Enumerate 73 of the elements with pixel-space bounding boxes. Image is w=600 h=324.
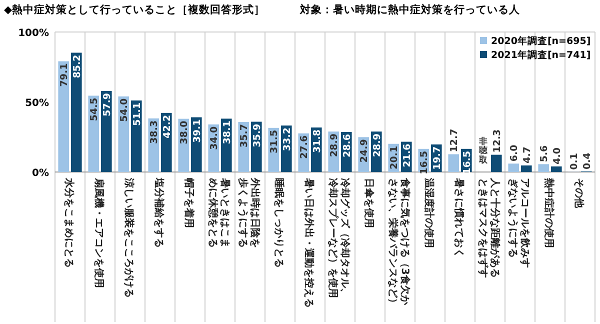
x-tick-label: 涼しい服装をこころがける xyxy=(123,178,134,298)
bar xyxy=(88,96,99,172)
y-tick-label: 50% xyxy=(25,98,49,109)
data-label: 21.6 xyxy=(402,143,413,168)
bar xyxy=(508,164,519,172)
data-label: 19.7 xyxy=(432,146,443,170)
data-label: 5.6 xyxy=(539,144,550,162)
bar xyxy=(521,165,532,172)
legend-label: 2021年調査[n=741] xyxy=(491,49,591,61)
data-label: 38.1 xyxy=(222,120,233,144)
data-label: 12.3 xyxy=(492,129,503,153)
data-label: 0.4 xyxy=(582,152,593,170)
data-label: 38.3 xyxy=(149,120,160,144)
data-label: 28.6 xyxy=(342,134,353,158)
data-label: 6.0 xyxy=(509,144,520,162)
x-tick-label: 暑さに慣れておく xyxy=(453,178,464,258)
x-tick-label: 人と十分な距離があるときはマスクをはずす xyxy=(477,178,500,278)
data-label: 0.1 xyxy=(569,153,580,170)
data-label: 42.2 xyxy=(162,114,173,138)
data-label: 16.5 xyxy=(462,150,473,174)
data-label: 33.2 xyxy=(282,128,293,151)
bar xyxy=(551,166,562,172)
x-tick-label: アルコールを飲みすぎないようにする xyxy=(507,178,530,268)
x-tick-label: その他 xyxy=(573,178,584,208)
data-label: 35.7 xyxy=(239,124,250,148)
data-label: 4.7 xyxy=(522,146,533,164)
data-label: 16.5 xyxy=(419,150,430,174)
legend-label: 2020年調査[n=695] xyxy=(491,35,591,47)
bar xyxy=(491,154,502,172)
bar xyxy=(71,52,82,172)
bar xyxy=(58,61,69,172)
data-label: 35.9 xyxy=(252,124,263,148)
bar xyxy=(118,96,129,172)
y-tick-label: 100% xyxy=(18,28,49,39)
data-label: 12.7 xyxy=(449,128,460,152)
data-label: 57.9 xyxy=(102,92,113,116)
data-label: 24.9 xyxy=(359,139,370,163)
x-tick-label: 塩分補給をする xyxy=(153,178,164,248)
x-tick-label: 暑い日は外出・運動を控える xyxy=(303,178,314,308)
chart-title: ◆熱中症対策として行っていること［複数回答形式］ xyxy=(4,3,266,16)
data-label: 28.9 xyxy=(372,134,383,157)
x-tick-label: 温湿度計の使用 xyxy=(423,178,434,248)
data-label: 20.1 xyxy=(389,146,400,170)
chart-subtitle: 対象：暑い時期に熱中症対策を行っている人 xyxy=(299,3,521,16)
data-label: 39.1 xyxy=(192,119,203,143)
bar xyxy=(448,154,459,172)
x-tick-label: 暑いときはこまめに休憩をとる xyxy=(207,178,230,248)
x-tick-label: 睡眠をしっかりとる xyxy=(273,178,284,268)
data-label: 27.6 xyxy=(299,134,310,159)
data-label: 38.0 xyxy=(179,120,190,144)
x-tick-label: 食事に気をつける（3食欠かさない、栄養バランスなど） xyxy=(387,178,410,308)
data-label: 79.1 xyxy=(59,63,70,87)
x-tick-label: 冷却グッズ（冷却タオル、冷却スプレーなど）を使用 xyxy=(327,178,350,298)
x-tick-label: 水分をこまめにとる xyxy=(63,178,74,268)
x-tick-label: 熱中症計の使用 xyxy=(543,178,554,248)
data-label: 85.2 xyxy=(72,54,83,78)
data-label: 4.0 xyxy=(552,147,563,164)
data-label: 31.5 xyxy=(269,130,280,154)
data-label: 34.0 xyxy=(209,126,220,150)
bar xyxy=(131,100,142,172)
data-label: 54.5 xyxy=(89,98,100,122)
y-tick-label: 0% xyxy=(32,168,49,179)
bar xyxy=(538,164,549,172)
data-label: 54.0 xyxy=(119,98,130,122)
x-tick-label: 日傘を使用 xyxy=(363,178,374,228)
data-label: 28.9 xyxy=(329,134,340,157)
x-tick-label: 帽子を着用 xyxy=(183,178,194,228)
data-label: 31.8 xyxy=(312,129,323,153)
bar xyxy=(101,90,112,172)
text: 非聴取 xyxy=(479,137,488,166)
data-label: 51.1 xyxy=(132,102,143,126)
x-tick-label: 外出時は日陰を歩くようにする xyxy=(237,178,260,248)
x-tick-label: 扇風機・エアコンを使用 xyxy=(93,178,104,288)
